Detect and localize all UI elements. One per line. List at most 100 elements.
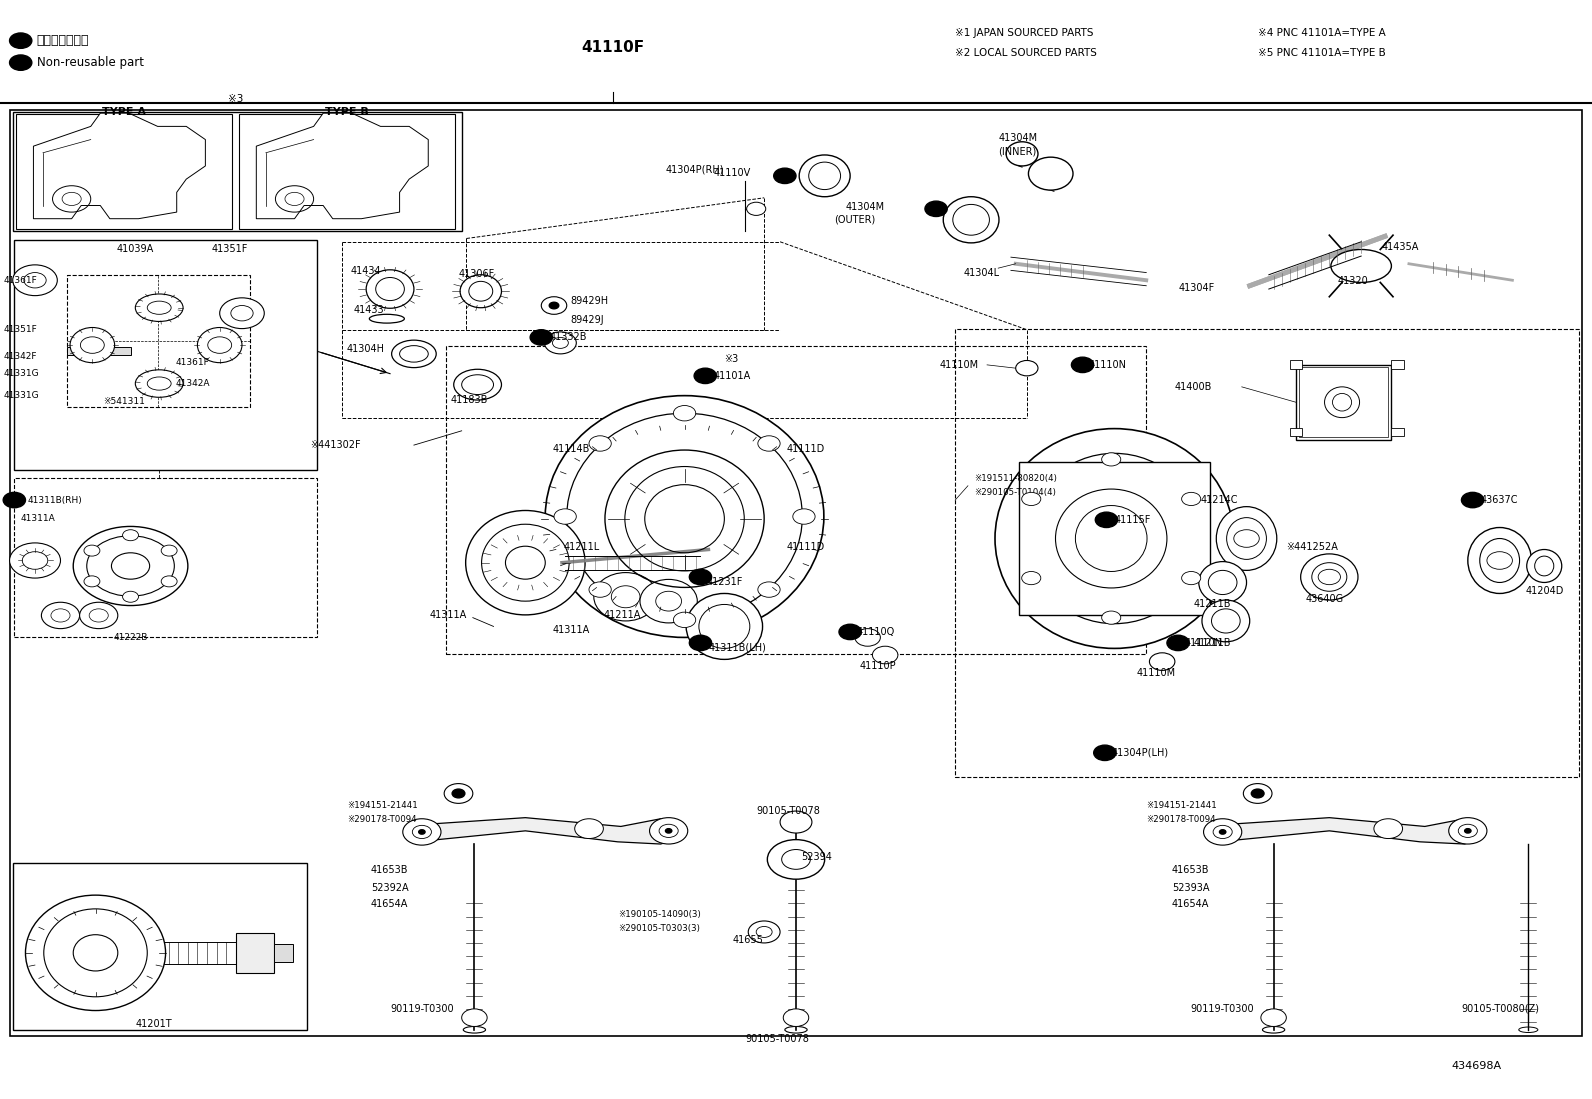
Circle shape: [1071, 357, 1094, 373]
Text: 41110N: 41110N: [1089, 359, 1127, 370]
Text: ※3: ※3: [724, 354, 739, 365]
Ellipse shape: [73, 934, 118, 972]
Text: 41039A: 41039A: [116, 244, 153, 255]
Bar: [446, 346, 1146, 654]
Circle shape: [748, 921, 780, 943]
Bar: [13, 863, 307, 1030]
Ellipse shape: [1027, 453, 1202, 624]
Circle shape: [1487, 552, 1512, 569]
Circle shape: [694, 368, 716, 384]
Circle shape: [111, 553, 150, 579]
Ellipse shape: [454, 369, 501, 400]
Circle shape: [774, 168, 796, 184]
Text: ※290178-T0094: ※290178-T0094: [347, 815, 417, 824]
Ellipse shape: [567, 413, 802, 620]
Circle shape: [1251, 789, 1264, 798]
Text: 41653B: 41653B: [371, 865, 409, 876]
Text: 41304P(LH): 41304P(LH): [1111, 747, 1169, 758]
Circle shape: [1022, 571, 1041, 585]
Text: 41351F: 41351F: [212, 244, 248, 255]
Circle shape: [84, 576, 100, 587]
Text: ※1 JAPAN SOURCED PARTS: ※1 JAPAN SOURCED PARTS: [955, 27, 1094, 38]
Circle shape: [793, 509, 815, 524]
Ellipse shape: [1331, 249, 1391, 282]
Circle shape: [452, 789, 465, 798]
Text: 43637C: 43637C: [1481, 495, 1519, 506]
Text: 41204D: 41204D: [1525, 586, 1563, 597]
Text: 41211L: 41211L: [564, 542, 600, 553]
Circle shape: [589, 436, 611, 452]
Circle shape: [1022, 492, 1041, 506]
Bar: [274, 944, 293, 962]
Text: 41110M: 41110M: [939, 359, 979, 370]
Circle shape: [673, 612, 696, 628]
Bar: [236, 933, 274, 973]
Text: ※194151-21441: ※194151-21441: [1146, 801, 1216, 810]
Text: (INNER): (INNER): [998, 146, 1036, 157]
Circle shape: [1213, 825, 1232, 839]
Ellipse shape: [460, 275, 501, 308]
Circle shape: [444, 784, 473, 803]
Circle shape: [1167, 635, 1189, 651]
Ellipse shape: [482, 524, 570, 601]
Text: 41110N: 41110N: [1184, 637, 1223, 648]
Ellipse shape: [686, 593, 763, 659]
Text: 52392A: 52392A: [371, 882, 409, 893]
Ellipse shape: [366, 270, 414, 308]
Ellipse shape: [1216, 507, 1277, 570]
Circle shape: [41, 602, 80, 629]
Polygon shape: [1210, 818, 1484, 844]
Ellipse shape: [25, 895, 166, 1011]
Circle shape: [767, 840, 825, 879]
Circle shape: [872, 646, 898, 664]
Text: 41201T: 41201T: [135, 1019, 172, 1030]
Circle shape: [161, 576, 177, 587]
Circle shape: [1465, 829, 1471, 833]
Bar: [14, 240, 317, 470]
Circle shape: [403, 819, 441, 845]
Bar: [1391, 360, 1404, 369]
Polygon shape: [409, 818, 681, 844]
Circle shape: [855, 629, 880, 646]
Ellipse shape: [544, 396, 825, 637]
Text: 90105-T0078: 90105-T0078: [756, 806, 820, 817]
Circle shape: [231, 306, 253, 321]
Circle shape: [689, 635, 712, 651]
Circle shape: [1181, 492, 1200, 506]
Bar: [14, 478, 317, 637]
Text: ※190105-14090(3): ※190105-14090(3): [618, 910, 700, 919]
Text: 41342F: 41342F: [3, 352, 37, 360]
Bar: [67, 275, 250, 407]
Text: 41433: 41433: [353, 304, 384, 315]
Text: ※541311: ※541311: [103, 397, 145, 406]
Circle shape: [650, 818, 688, 844]
Circle shape: [758, 581, 780, 597]
Ellipse shape: [70, 328, 115, 363]
Text: 41211A: 41211A: [603, 610, 640, 621]
Circle shape: [412, 825, 431, 839]
Circle shape: [783, 1009, 809, 1026]
Text: 41311A: 41311A: [21, 514, 56, 523]
Text: 41332B: 41332B: [549, 332, 587, 343]
Bar: [1299, 367, 1388, 437]
Text: ※290105-T0303(3): ※290105-T0303(3): [618, 924, 699, 933]
Text: 41654A: 41654A: [1172, 899, 1208, 910]
Circle shape: [665, 829, 672, 833]
Bar: [67, 347, 131, 355]
Text: 41214C: 41214C: [1200, 495, 1239, 506]
Text: 41331G: 41331G: [3, 391, 38, 400]
Circle shape: [659, 824, 678, 837]
Bar: [1391, 428, 1404, 436]
Text: 89429H: 89429H: [570, 296, 608, 307]
Circle shape: [80, 602, 118, 629]
Circle shape: [1204, 819, 1242, 845]
Text: 41222B: 41222B: [113, 633, 148, 642]
Text: 90119-T0300: 90119-T0300: [390, 1003, 454, 1014]
Ellipse shape: [1301, 554, 1358, 600]
Ellipse shape: [506, 546, 544, 579]
Circle shape: [544, 332, 576, 354]
Circle shape: [123, 591, 139, 602]
Circle shape: [3, 492, 25, 508]
Circle shape: [689, 569, 712, 585]
Circle shape: [1181, 571, 1200, 585]
